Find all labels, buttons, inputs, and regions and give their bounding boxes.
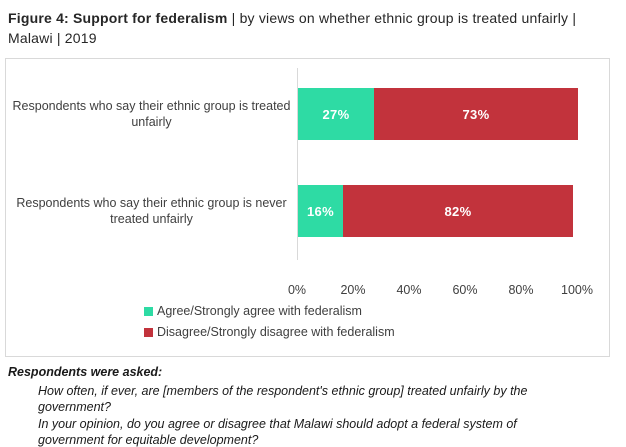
x-axis-tick-label: 40%	[396, 283, 422, 297]
footnote-question-1: How often, if ever, are [members of the …	[38, 384, 528, 414]
bar-row: 27% 73%	[298, 88, 578, 140]
legend-item-agree: Agree/Strongly agree with federalism	[144, 304, 395, 318]
figure-title-bold: Figure 4: Support for federalism	[8, 10, 228, 26]
bar-segment-agree: 16%	[298, 185, 343, 237]
bar-value-label: 73%	[462, 106, 490, 122]
chart-legend: Agree/Strongly agree with federalism Disa…	[144, 304, 395, 346]
bar-row: 16% 82%	[298, 185, 573, 237]
figure-title-subtitle: | by views on whether ethnic group is tr…	[8, 10, 577, 46]
y-axis-line	[297, 68, 298, 260]
footnote: Respondents were asked: How often, if ev…	[8, 364, 618, 447]
bar-segment-agree: 27%	[298, 88, 374, 140]
legend-item-disagree: Disagree/Strongly disagree with federali…	[144, 325, 395, 339]
x-axis-tick-label: 20%	[340, 283, 366, 297]
bar-segment-disagree: 73%	[374, 88, 578, 140]
x-axis-tick-label: 0%	[287, 283, 307, 297]
x-axis-tick-label: 100%	[561, 283, 593, 297]
legend-label: Disagree/Strongly disagree with federali…	[157, 325, 395, 339]
bar-value-label: 27%	[322, 106, 350, 122]
bar-value-label: 82%	[444, 203, 472, 219]
footnote-question-2: In your opinion, do you agree or disagre…	[38, 417, 517, 447]
bar-segment-disagree: 82%	[343, 185, 573, 237]
legend-swatch-icon	[144, 306, 153, 316]
chart-panel: Respondents who say their ethnic group i…	[5, 58, 610, 357]
category-label: Respondents who say their ethnic group i…	[16, 196, 287, 226]
category-label: Respondents who say their ethnic group i…	[12, 99, 291, 129]
figure-title: Figure 4: Support for federalism | by vi…	[8, 8, 600, 48]
legend-label: Agree/Strongly agree with federalism	[157, 304, 362, 318]
footnote-heading: Respondents were asked:	[8, 365, 163, 379]
legend-swatch-icon	[144, 327, 153, 337]
x-axis-tick-label: 60%	[452, 283, 478, 297]
bar-value-label: 16%	[307, 203, 334, 219]
x-axis-tick-label: 80%	[508, 283, 534, 297]
